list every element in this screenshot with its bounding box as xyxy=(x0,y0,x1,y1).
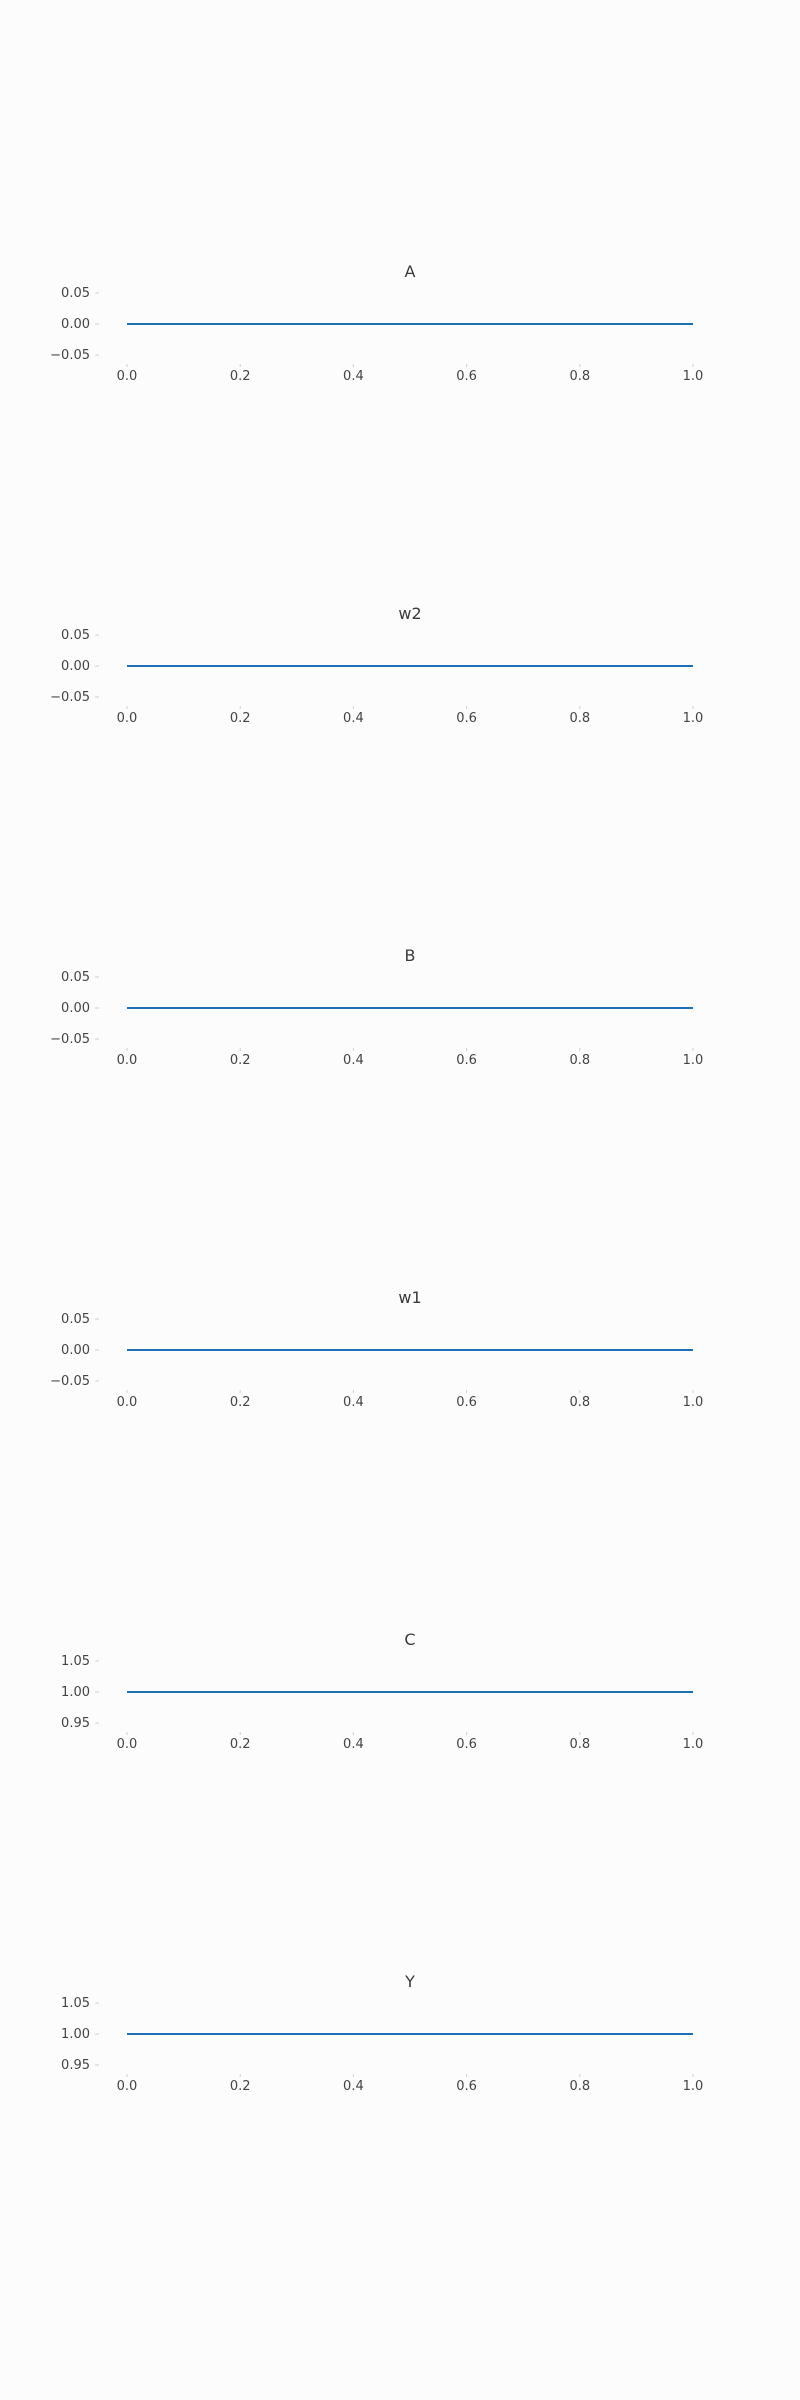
x-tick-label: 0.0 xyxy=(117,1395,138,1410)
x-tick-label: 0.8 xyxy=(569,1737,590,1752)
x-tick-label: 0.8 xyxy=(569,1395,590,1410)
y-tick-label: −0.05 xyxy=(50,1374,90,1389)
panel-title: A xyxy=(405,262,416,281)
y-tick-label: 1.05 xyxy=(61,1996,90,2011)
y-tick-label: 0.00 xyxy=(61,659,90,674)
x-tick-label: 0.2 xyxy=(230,1395,251,1410)
y-tick-label: 0.00 xyxy=(61,1001,90,1016)
x-tick-label: 1.0 xyxy=(683,1737,704,1752)
panel-title: w2 xyxy=(398,604,421,623)
x-tick-label: 0.0 xyxy=(117,711,138,726)
x-tick-label: 0.4 xyxy=(343,1395,364,1410)
y-tick-label: 0.95 xyxy=(61,1716,90,1731)
x-tick-label: 0.8 xyxy=(569,1053,590,1068)
panel-title: B xyxy=(405,946,416,965)
y-tick-label: 0.05 xyxy=(61,970,90,985)
x-tick-label: 0.2 xyxy=(230,1053,251,1068)
y-tick-label: 0.05 xyxy=(61,1312,90,1327)
x-tick-label: 0.4 xyxy=(343,1737,364,1752)
y-tick-label: 0.00 xyxy=(61,1343,90,1358)
x-tick-label: 0.2 xyxy=(230,1737,251,1752)
x-tick-label: 0.0 xyxy=(117,369,138,384)
x-tick-label: 0.8 xyxy=(569,2079,590,2094)
x-tick-label: 0.2 xyxy=(230,2079,251,2094)
x-tick-label: 0.8 xyxy=(569,369,590,384)
x-tick-label: 0.6 xyxy=(456,711,477,726)
x-tick-label: 0.4 xyxy=(343,711,364,726)
y-tick-label: 1.00 xyxy=(61,2027,90,2042)
x-tick-label: 0.6 xyxy=(456,1737,477,1752)
x-tick-label: 0.6 xyxy=(456,1395,477,1410)
x-tick-label: 0.0 xyxy=(117,1737,138,1752)
panel-title: w1 xyxy=(398,1288,421,1307)
y-tick-label: 1.05 xyxy=(61,1654,90,1669)
y-tick-label: 1.00 xyxy=(61,1685,90,1700)
x-tick-label: 1.0 xyxy=(683,369,704,384)
x-tick-label: 1.0 xyxy=(683,2079,704,2094)
x-tick-label: 0.4 xyxy=(343,369,364,384)
x-tick-label: 0.6 xyxy=(456,1053,477,1068)
panel-title: C xyxy=(404,1630,415,1649)
x-tick-label: 0.2 xyxy=(230,369,251,384)
x-tick-label: 0.8 xyxy=(569,711,590,726)
x-tick-label: 0.4 xyxy=(343,1053,364,1068)
x-tick-label: 0.2 xyxy=(230,711,251,726)
y-tick-label: −0.05 xyxy=(50,348,90,363)
panel-title: Y xyxy=(404,1972,415,1991)
y-tick-label: 0.05 xyxy=(61,286,90,301)
x-tick-label: 0.4 xyxy=(343,2079,364,2094)
y-tick-label: −0.05 xyxy=(50,690,90,705)
y-tick-label: −0.05 xyxy=(50,1032,90,1047)
x-tick-label: 1.0 xyxy=(683,1395,704,1410)
x-tick-label: 0.0 xyxy=(117,1053,138,1068)
y-tick-label: 0.00 xyxy=(61,317,90,332)
y-tick-label: 0.05 xyxy=(61,628,90,643)
y-tick-label: 0.95 xyxy=(61,2058,90,2073)
x-tick-label: 0.6 xyxy=(456,369,477,384)
x-tick-label: 0.6 xyxy=(456,2079,477,2094)
x-tick-label: 1.0 xyxy=(683,711,704,726)
x-tick-label: 0.0 xyxy=(117,2079,138,2094)
x-tick-label: 1.0 xyxy=(683,1053,704,1068)
